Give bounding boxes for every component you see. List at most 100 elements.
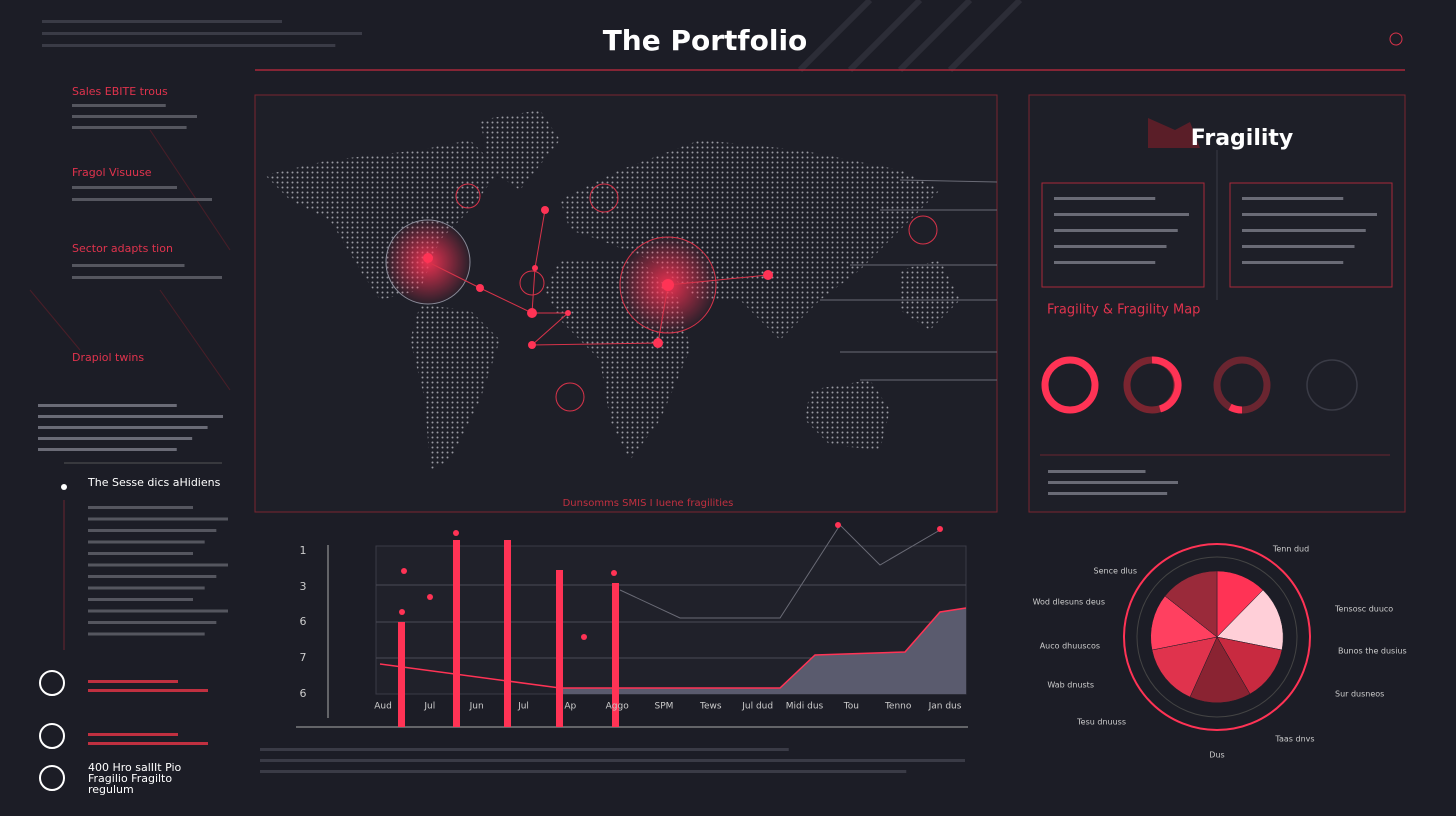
filler-text (1054, 261, 1156, 264)
filler-text (88, 586, 205, 590)
filler-text (72, 126, 187, 129)
x-axis-label: Aggo (606, 702, 630, 712)
world-map (265, 110, 960, 470)
x-axis-label: Tou (843, 702, 859, 712)
filler-text (72, 186, 177, 189)
filler-text (88, 529, 217, 532)
pie-label: Tensosc duuco (1334, 605, 1393, 614)
filler-text (1048, 481, 1178, 484)
filler-text (1048, 492, 1168, 495)
filler-text (72, 104, 166, 107)
pie-ring (1123, 543, 1311, 731)
pie-label: Tesu dnuuss (1076, 718, 1126, 727)
fragility-icon (1148, 118, 1200, 148)
x-axis-label: Jun (469, 702, 484, 712)
fragility-title: Fragility (1191, 126, 1294, 151)
pie-label: Sence dlus (1094, 567, 1137, 576)
pie-label: Wod dlesuns deus (1033, 598, 1105, 607)
filler-text (42, 32, 362, 35)
filler-text (88, 621, 217, 624)
pie-label: Taas dnvs (1274, 735, 1314, 744)
filler-text (88, 517, 228, 521)
filler-text (38, 426, 208, 429)
filler-text (42, 20, 282, 23)
filler-text (38, 437, 193, 440)
filler-text (1242, 229, 1366, 232)
map-hotspots (385, 183, 938, 412)
sidebar-slashes (29, 129, 231, 391)
filler-text (88, 552, 193, 555)
x-axis-label: Tews (699, 702, 722, 712)
pie-label: Tenn dud (1272, 545, 1309, 554)
sidebar-highlight: The Sesse dics aHidiens (87, 476, 221, 489)
filler-text (72, 115, 197, 118)
header-stripes (797, 0, 1023, 73)
header-icon[interactable] (1389, 32, 1403, 46)
donut-gauges (1041, 356, 1358, 414)
filler-text (1054, 213, 1189, 216)
sidebar-footer: regulum (88, 783, 134, 796)
trend-bars (398, 522, 943, 727)
fragility-map-title: Fragility & Fragility Map (1047, 303, 1200, 318)
filler-text (38, 404, 177, 407)
y-axis-label: 6 (300, 687, 307, 700)
filler-text (72, 276, 222, 279)
filler-text (260, 770, 907, 773)
pie-ring-inner (1136, 556, 1298, 718)
filler-text (1242, 261, 1344, 264)
filler-text (72, 264, 185, 267)
filler-text (88, 632, 205, 636)
map-caption: Dunsomms SMIS I Iuene fragilities (563, 498, 734, 509)
page-title: The Portfolio (603, 24, 808, 57)
filler-text (1054, 197, 1156, 200)
filler-text (1048, 470, 1146, 473)
x-axis-label: Ap (564, 702, 576, 712)
x-axis-label: Jul dud (741, 702, 773, 712)
y-axis-label: 7 (300, 651, 307, 664)
filler-text (38, 415, 223, 418)
filler-text (88, 563, 228, 567)
x-axis-label: Tenno (884, 702, 912, 712)
sidebar-heading: Fragol Visuuse (72, 166, 152, 179)
filler-text (88, 575, 217, 578)
sidebar-heading: Sales EBITE trous (72, 85, 168, 98)
pie-label: Sur dusneos (1335, 690, 1384, 699)
filler-text (88, 689, 208, 692)
sidebar-footer: 400 Hro salIIt Pio (88, 761, 182, 774)
mini-table (1229, 182, 1393, 288)
y-axis-label: 1 (300, 544, 307, 557)
mini-table (1041, 182, 1205, 288)
filler-text (88, 680, 178, 683)
filler-text (88, 598, 193, 601)
filler-text (1242, 213, 1377, 216)
sidebar-footer: Fragilio Fragilto (88, 772, 172, 785)
trend-area (560, 608, 966, 694)
filler-text (88, 742, 208, 745)
filler-text (1242, 197, 1344, 200)
pie-label: Wab dnusts (1047, 681, 1094, 690)
x-axis-label: Jan dus (928, 702, 962, 712)
sidebar-heading: Sector adapts tion (72, 242, 173, 255)
y-axis-label: 6 (300, 615, 307, 628)
filler-text (88, 609, 228, 613)
pie-label: Auco dhuuscos (1040, 642, 1100, 651)
timeline-dot (61, 484, 67, 490)
x-axis-label: Jul (517, 702, 529, 712)
filler-text (1054, 245, 1167, 248)
x-axis-label: SPM (655, 702, 674, 712)
filler-text (260, 759, 965, 762)
filler-text (1054, 229, 1178, 232)
pie-label: Bunos the dusius (1338, 647, 1407, 656)
pie (1150, 570, 1284, 703)
filler-text (42, 44, 336, 47)
filler-text (1242, 245, 1355, 248)
filler-text (88, 540, 205, 544)
filler-text (72, 198, 212, 201)
sidebar-buttons[interactable] (39, 670, 65, 791)
x-axis-label: Aud (374, 702, 392, 712)
filler-text (88, 733, 178, 736)
x-axis-label: Jul (423, 702, 435, 712)
map-connector-lines (820, 179, 998, 381)
filler-text (260, 748, 789, 751)
